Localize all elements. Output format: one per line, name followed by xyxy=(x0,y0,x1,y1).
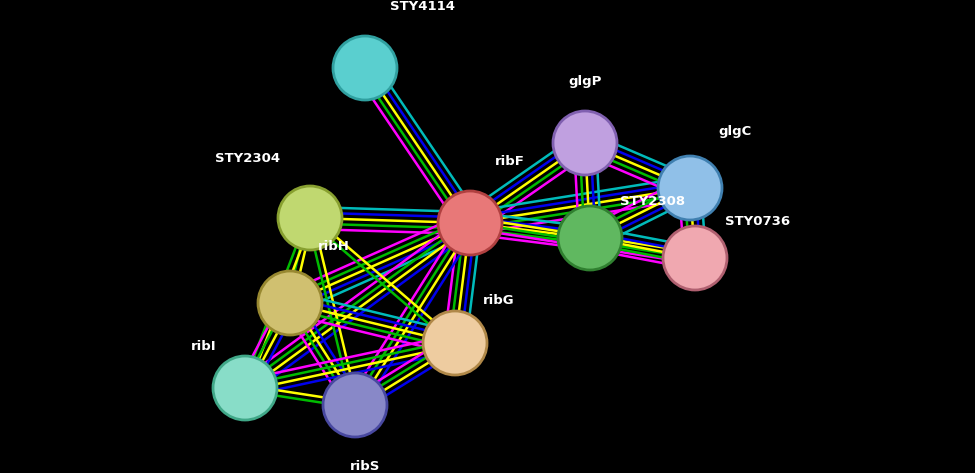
Text: ribS: ribS xyxy=(350,461,380,473)
Circle shape xyxy=(423,311,487,375)
Text: glgC: glgC xyxy=(718,124,752,138)
Circle shape xyxy=(278,186,342,250)
Circle shape xyxy=(553,111,617,175)
Text: STY0736: STY0736 xyxy=(725,214,790,228)
Circle shape xyxy=(558,206,622,270)
Circle shape xyxy=(323,373,387,437)
Text: ribH: ribH xyxy=(318,239,350,253)
Text: STY4114: STY4114 xyxy=(390,0,455,12)
Text: glgP: glgP xyxy=(568,75,602,88)
Text: STY2308: STY2308 xyxy=(620,194,685,208)
Circle shape xyxy=(658,156,722,220)
Circle shape xyxy=(213,356,277,420)
Circle shape xyxy=(438,191,502,255)
Text: ribG: ribG xyxy=(483,295,515,307)
Text: ribI: ribI xyxy=(191,340,217,352)
Circle shape xyxy=(333,36,397,100)
Circle shape xyxy=(258,271,322,335)
Text: STY2304: STY2304 xyxy=(214,151,280,165)
Text: ribF: ribF xyxy=(495,155,525,167)
Circle shape xyxy=(663,226,727,290)
